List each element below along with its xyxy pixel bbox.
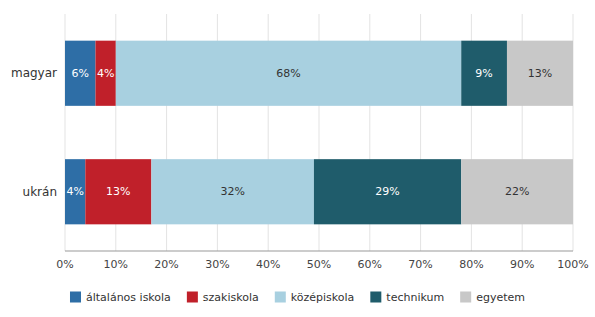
data-label: 4% [66, 185, 83, 198]
legend-item: egyetem [460, 291, 525, 304]
legend-label: általános iskola [86, 291, 171, 304]
legend-label: technikum [386, 291, 444, 304]
data-label: 29% [375, 185, 399, 198]
tick-label: 60% [358, 258, 382, 271]
legend-item: középiskola [275, 291, 355, 304]
data-label: 13% [106, 185, 130, 198]
bar-segment [95, 41, 115, 106]
legend-swatch [275, 292, 286, 303]
bar-segment [65, 159, 85, 224]
bar-segment [116, 41, 461, 106]
legend-swatch [370, 292, 381, 303]
data-label: 9% [475, 67, 492, 80]
data-labels: 6% 4% 4% 13% 68% 32% 9% 29% 13% 22% [66, 67, 552, 199]
y-axis: magyar ukrán [11, 66, 57, 199]
legend-item: szakiskola [187, 291, 259, 304]
legend: általános iskola szakiskola középiskola tec… [70, 291, 525, 304]
grid [65, 14, 573, 251]
legend-swatch [187, 292, 198, 303]
bars [65, 41, 573, 225]
data-label: 68% [276, 67, 300, 80]
data-label: 13% [528, 67, 552, 80]
legend-label: szakiskola [203, 291, 259, 304]
category-label: magyar [11, 66, 57, 80]
legend-swatch [70, 292, 81, 303]
tick-label: 40% [256, 258, 280, 271]
legend-label: egyetem [476, 291, 525, 304]
bar-segment [65, 41, 95, 106]
legend-item: általános iskola [70, 291, 171, 304]
tick-label: 80% [459, 258, 483, 271]
data-label: 22% [505, 185, 529, 198]
category-label: ukrán [23, 185, 57, 199]
data-label: 4% [97, 67, 114, 80]
bar-segment [85, 159, 151, 224]
bar-segment [151, 159, 314, 224]
bar-segment [461, 41, 507, 106]
x-axis: 0% 10% 20% 30% 40% 50% 60% 70% 80% 90% 100% [56, 251, 588, 271]
chart: 0% 10% 20% 30% 40% 50% 60% 70% 80% 90% 100% magyar u… [0, 0, 595, 317]
bar-segment [461, 159, 573, 224]
tick-label: 90% [510, 258, 534, 271]
axis-line [65, 251, 573, 252]
legend-item: technikum [370, 291, 444, 304]
data-label: 6% [72, 67, 89, 80]
tick-label: 70% [408, 258, 432, 271]
bar-segment [507, 41, 573, 106]
bar-segment [314, 159, 461, 224]
tick-label: 0% [56, 258, 73, 271]
data-label: 32% [220, 185, 244, 198]
tick-label: 30% [205, 258, 229, 271]
tick-label: 100% [557, 258, 588, 271]
tick-label: 10% [104, 258, 128, 271]
tick-label: 20% [154, 258, 178, 271]
legend-swatch [460, 292, 471, 303]
legend-label: középiskola [291, 291, 355, 304]
tick-label: 50% [307, 258, 331, 271]
